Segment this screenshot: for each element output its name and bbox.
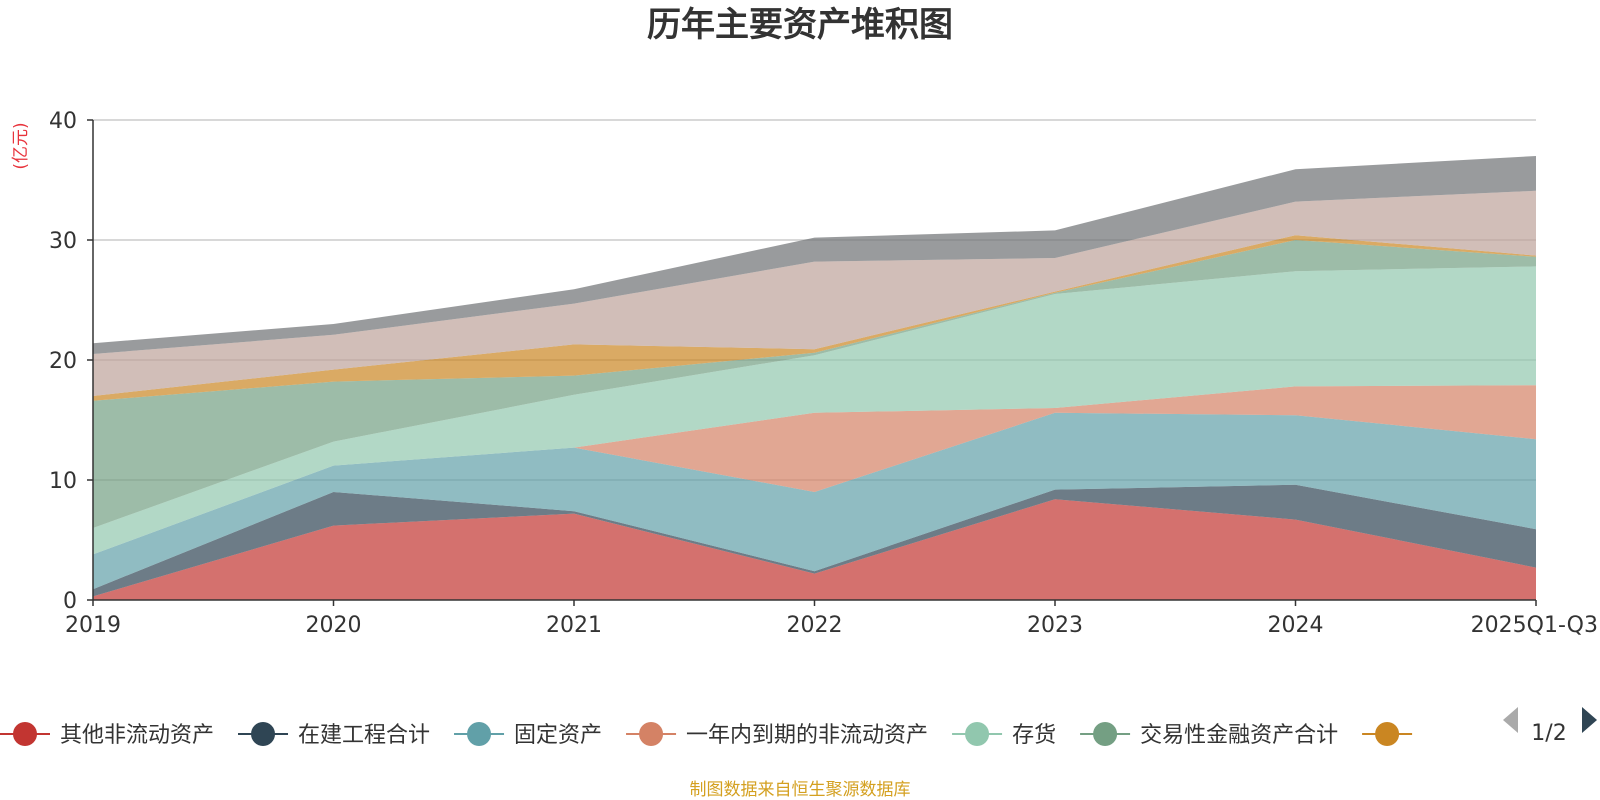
legend-item[interactable]: 一年内到期的非流动资产 (626, 722, 928, 748)
axes: 2019 2020 2021 2022 2023 2024 2025Q1-Q3 (65, 119, 1598, 638)
legend-marker-icon (1093, 722, 1118, 746)
legend-label: 交易性金融资产合计 (1140, 723, 1338, 748)
chart-title: 历年主要资产堆积图 (647, 5, 953, 45)
legend-label: 其他非流动资产 (60, 723, 214, 748)
y-tick-label: 0 (63, 589, 77, 614)
area-series-3 (93, 385, 1536, 555)
area-series-5 (93, 240, 1536, 528)
legend-label: 存货 (1012, 723, 1056, 748)
legend-label: 在建工程合计 (298, 723, 430, 748)
legend-item[interactable]: 交易性金融资产合计 (1080, 722, 1338, 748)
legend-marker-icon (1375, 722, 1400, 746)
y-tick-label: 10 (49, 469, 77, 494)
legend-item[interactable] (1362, 722, 1413, 746)
area-series-0 (93, 499, 1536, 600)
legend-item[interactable]: 存货 (952, 722, 1056, 748)
legend-item[interactable]: 其他非流动资产 (0, 722, 214, 748)
x-tick-label: 2020 (306, 613, 362, 638)
y-axis-label: (亿元) (11, 122, 31, 169)
x-tick-label: 2023 (1027, 613, 1083, 638)
legend-item[interactable]: 固定资产 (454, 722, 602, 748)
x-tick-label: 2022 (787, 613, 843, 638)
legend-marker-icon (965, 722, 990, 746)
legend-marker-icon (639, 722, 664, 746)
legend-item[interactable]: 在建工程合计 (238, 722, 430, 748)
legend-label: 固定资产 (514, 723, 602, 748)
legend-marker-icon (13, 722, 37, 746)
x-tick-label: 2024 (1268, 613, 1324, 638)
prev-page-icon[interactable] (1503, 707, 1518, 733)
legend-pager: 1/2 (1503, 707, 1597, 746)
x-tick-label: 2019 (65, 613, 121, 638)
area-series-2 (93, 412, 1536, 590)
x-tick-label: 2021 (546, 613, 602, 638)
y-tick-label: 20 (49, 349, 77, 374)
area-series-1 (93, 484, 1536, 597)
data-source-note: 制图数据来自恒生聚源数据库 (690, 780, 911, 800)
next-page-icon[interactable] (1582, 707, 1597, 733)
area-series-6 (93, 235, 1536, 401)
x-tick-label: 2025Q1-Q3 (1471, 613, 1598, 638)
area-series-4 (93, 266, 1536, 555)
area-series-7 (93, 190, 1536, 396)
y-tick-label: 40 (49, 109, 77, 134)
legend-marker-icon (467, 722, 492, 746)
legend-page-indicator: 1/2 (1531, 721, 1566, 746)
y-tick-label: 30 (49, 229, 77, 254)
legend-label: 一年内到期的非流动资产 (686, 723, 928, 748)
legend: 其他非流动资产 在建工程合计 固定资产 一年内到期的非流动资产 存货 交易性金融资产合计 (0, 722, 1413, 748)
legend-marker-icon (251, 722, 276, 746)
area-series-8 (93, 156, 1536, 354)
area-series (93, 156, 1536, 600)
